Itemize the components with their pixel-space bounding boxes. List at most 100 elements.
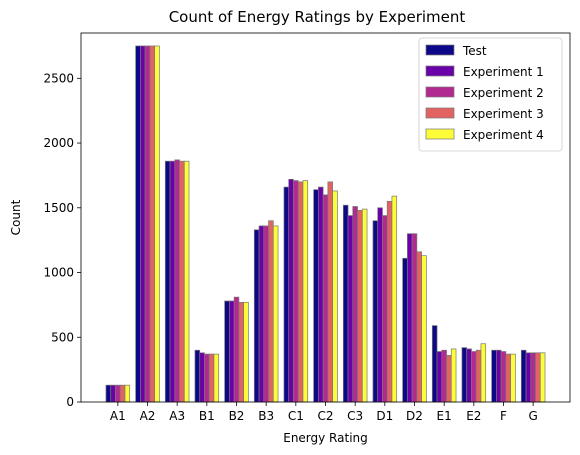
bar-D1-experiment-2 (382, 215, 388, 403)
bar-G-experiment-2 (530, 352, 536, 403)
x-tick-label: A1 (110, 409, 126, 423)
bar-B1-test (194, 349, 201, 403)
x-tick-label: F (500, 409, 507, 423)
y-tick-label: 1000 (43, 266, 74, 280)
x-tick-label: C1 (288, 409, 304, 423)
bar-B2-experiment-1 (229, 300, 235, 403)
bar-E1-experiment-2 (441, 349, 447, 403)
x-tick-label: C3 (347, 409, 363, 423)
bar-C1-experiment-4 (302, 180, 309, 403)
bar-E2-experiment-2 (471, 351, 477, 403)
legend-label: Experiment 1 (463, 65, 544, 79)
bar-B3-test (253, 229, 260, 403)
x-tick-label: B3 (258, 409, 274, 423)
x-tick-label: B1 (199, 409, 215, 423)
bar-C3-experiment-3 (357, 210, 363, 403)
bar-C1-experiment-2 (293, 180, 299, 403)
bar-F-test (491, 349, 497, 403)
bar-A1-experiment-2 (115, 384, 121, 403)
legend-label: Experiment 3 (463, 107, 544, 121)
bar-B2-experiment-2 (233, 296, 240, 403)
bar-G-experiment-4 (539, 352, 546, 403)
bar-C3-experiment-4 (361, 208, 368, 403)
y-tick-label: 500 (51, 330, 74, 344)
bar-D2-test (402, 257, 408, 403)
bar-F-experiment-4 (510, 353, 516, 403)
bar-E1-experiment-4 (450, 348, 457, 403)
bar-D1-test (372, 220, 379, 403)
bar-E2-experiment-4 (480, 343, 487, 403)
bar-B1-experiment-3 (208, 353, 215, 403)
bar-A2-experiment-2 (144, 45, 151, 403)
y-tick-label: 0 (66, 395, 74, 409)
bar-E2-test (461, 347, 468, 403)
bar-C1-experiment-3 (297, 181, 304, 403)
legend-label: Test (462, 44, 487, 58)
x-tick-label: E2 (466, 409, 481, 423)
bar-B1-experiment-2 (204, 353, 210, 403)
bar-B1-experiment-1 (199, 352, 205, 403)
x-tick-label: C2 (317, 409, 333, 423)
bar-A1-experiment-4 (124, 384, 131, 403)
plot-frame (80, 32, 571, 403)
bar-E2-experiment-3 (475, 349, 482, 403)
bar-D1-experiment-3 (386, 200, 393, 403)
bar-D1-experiment-1 (377, 207, 383, 403)
bar-E1-test (431, 325, 438, 403)
bar-F-experiment-2 (500, 351, 507, 403)
bar-A3-experiment-2 (174, 159, 180, 403)
bar-C3-experiment-1 (347, 215, 354, 403)
bar-C3-test (342, 204, 349, 403)
bar-G-experiment-3 (535, 352, 541, 403)
bar-B3-experiment-2 (263, 225, 269, 403)
bar-A2-experiment-4 (154, 45, 160, 403)
bar-E1-experiment-1 (436, 351, 443, 403)
y-axis-label: Count (9, 199, 23, 235)
bar-A1-test (105, 384, 112, 403)
x-axis: A1 A2 A3 B1 B2 B3 C1 C2 C3 D1 D2 E1 E2 F G (110, 402, 538, 423)
bar-A3-experiment-4 (183, 160, 190, 403)
bar-C1-test (283, 186, 290, 403)
bar-C2-experiment-2 (322, 194, 329, 403)
bar-B3-experiment-4 (272, 225, 279, 403)
bar-C2-experiment-3 (327, 181, 333, 403)
bar-D2-experiment-2 (411, 233, 418, 403)
bar-E2-experiment-1 (466, 348, 472, 403)
bar-D1-experiment-4 (391, 195, 398, 403)
legend-swatch (425, 65, 455, 77)
bars-layer (105, 45, 546, 403)
bar-A3-experiment-3 (179, 160, 185, 403)
x-axis-label: Energy Rating (283, 431, 368, 445)
bar-G-test (520, 349, 527, 403)
legend-swatch (425, 107, 455, 119)
y-tick-label: 1500 (43, 201, 74, 215)
bar-B1-experiment-4 (213, 353, 220, 403)
bar-A1-experiment-3 (119, 384, 126, 403)
bar-C1-experiment-1 (288, 178, 294, 403)
bar-B2-experiment-3 (238, 301, 244, 403)
bar-C2-experiment-1 (318, 186, 324, 403)
y-tick-label: 2500 (43, 71, 74, 85)
bar-A3-experiment-1 (169, 160, 176, 403)
bar-B3-experiment-3 (268, 220, 274, 403)
bar-E1-experiment-3 (446, 355, 452, 403)
legend-swatch (425, 44, 455, 56)
bar-D2-experiment-4 (421, 255, 427, 403)
chart-title: Count of Energy Ratings by Experiment (169, 8, 466, 26)
bar-C2-experiment-4 (332, 190, 338, 403)
x-tick-label: E1 (437, 409, 452, 423)
legend: Test Experiment 1 Experiment 2 Experiment 3… (418, 37, 563, 152)
bar-A2-experiment-1 (140, 45, 146, 403)
bar-A3-test (164, 160, 171, 403)
bar-D2-experiment-3 (416, 251, 422, 403)
bar-A2-experiment-3 (149, 45, 155, 403)
bar-B2-test (224, 300, 230, 403)
bar-B2-experiment-4 (243, 301, 249, 403)
legend-swatch (425, 86, 455, 98)
bar-F-experiment-1 (496, 349, 502, 403)
bar-D2-experiment-1 (407, 233, 413, 403)
bar-F-experiment-3 (505, 353, 511, 403)
x-tick-label: D1 (376, 409, 393, 423)
bar-A2-test (135, 45, 141, 403)
